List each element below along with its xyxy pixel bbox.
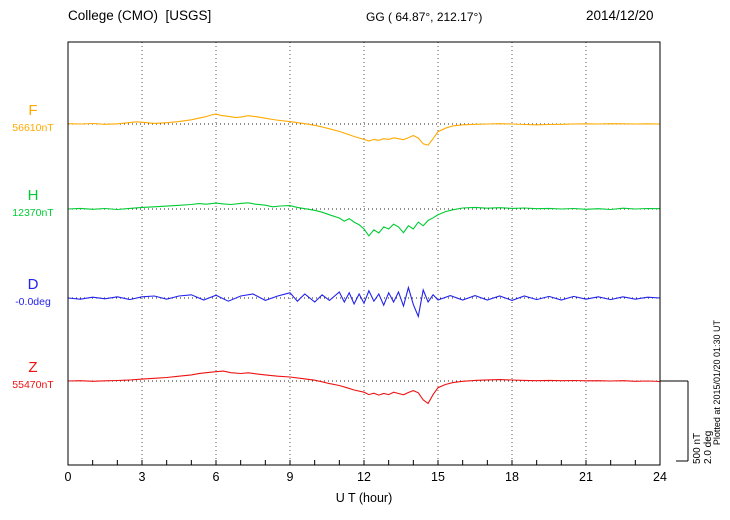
- series-baseline-Z: 55470nT: [12, 378, 54, 391]
- plot-date: 2014/12/20: [586, 8, 654, 23]
- series-label-D: D -0.0deg: [4, 276, 62, 308]
- series-letter-H: H: [27, 187, 39, 204]
- x-tick-label: 24: [653, 470, 667, 484]
- series-label-Z: Z 55470nT: [4, 359, 62, 391]
- series-baseline-F: 56610nT: [12, 121, 54, 134]
- geographic-coordinates: GG ( 64.87°, 212.17°): [366, 10, 483, 24]
- x-tick-label: 18: [505, 470, 519, 484]
- x-tick-label: 15: [431, 470, 445, 484]
- series-letter-Z: Z: [28, 359, 38, 376]
- plot-frame: [67, 41, 661, 466]
- x-tick-label: 12: [357, 470, 371, 484]
- station-title: College (CMO) [USGS]: [68, 8, 212, 23]
- trace-Z: [67, 370, 661, 405]
- series-letter-F: F: [28, 102, 38, 119]
- trace-H: [67, 202, 661, 237]
- plotted-at-note: Plotted at 2015/01/20 01:30 UT: [712, 320, 722, 446]
- series-baseline-D: -0.0deg: [15, 295, 51, 308]
- x-tick-label: 3: [138, 470, 146, 484]
- x-tick-label: 21: [579, 470, 593, 484]
- x-tick-label: 9: [286, 470, 294, 484]
- x-axis-title: U T (hour): [335, 491, 393, 505]
- series-label-F: F 56610nT: [4, 102, 62, 134]
- scale-bar-labels: 500 nT 2.0 deg: [692, 384, 714, 464]
- x-tick-label: 0: [64, 470, 72, 484]
- series-label-H: H 12370nT: [4, 187, 62, 219]
- scale-nt-label: 500 nT: [692, 432, 703, 464]
- x-tick-label: 6: [212, 470, 220, 484]
- trace-D: [67, 285, 661, 319]
- series-baseline-H: 12370nT: [12, 206, 54, 219]
- series-letter-D: D: [27, 276, 39, 293]
- trace-F: [67, 113, 661, 146]
